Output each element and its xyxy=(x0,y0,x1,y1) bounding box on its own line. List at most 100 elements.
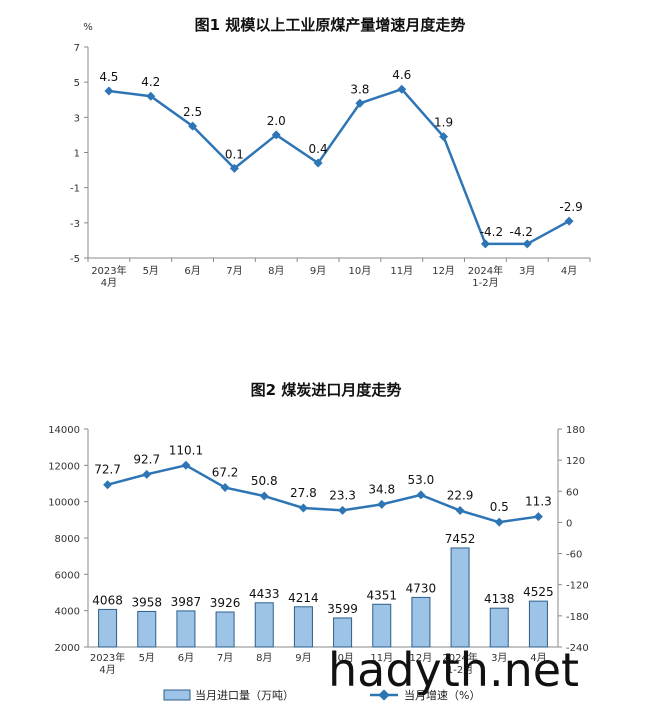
chart2-x-tick-label: 11月 xyxy=(370,652,393,664)
chart2-bar xyxy=(333,617,353,648)
watermark-text: hadyth.net xyxy=(328,643,579,697)
chart1-data-label: 2.0 xyxy=(267,114,286,128)
chart1-y-tick-label: -1 xyxy=(70,184,80,195)
chart2-point xyxy=(455,506,465,516)
chart2-y-tick-label-left: 14000 xyxy=(48,425,80,436)
chart2-bar xyxy=(411,596,431,648)
chart1-point xyxy=(146,91,156,101)
chart2-point xyxy=(338,505,348,515)
chart1-data-label: 1.9 xyxy=(434,116,453,130)
chart2-series-line xyxy=(107,463,539,524)
chart1-y-tick-label: 5 xyxy=(74,78,80,89)
chart2-y-tick-label-left: 2000 xyxy=(55,643,80,654)
chart1-x-tick-label: 6月 xyxy=(184,265,200,277)
chart1-data-label: 2.5 xyxy=(183,105,202,119)
chart2-bar-label: 3926 xyxy=(210,596,241,610)
chart2-y-tick-label-right: -60 xyxy=(566,550,582,561)
chart2-x-tick-label: 7月 xyxy=(217,652,233,664)
chart1-x-tick-label: 7月 xyxy=(226,265,242,277)
chart2-line-label: 22.9 xyxy=(447,489,474,503)
chart2-x-tick-label: 6月 xyxy=(178,652,194,664)
chart1-y-tick-label: 7 xyxy=(74,43,80,54)
chart1-data-label: 0.4 xyxy=(309,142,328,156)
chart2-y-tick-label-right: 120 xyxy=(566,456,585,467)
chart1-point xyxy=(229,163,239,173)
chart2-x-tick-label: 5月 xyxy=(139,652,155,664)
chart2-x-tick-label: 3月 xyxy=(491,652,507,664)
chart2-line-label: 50.8 xyxy=(251,474,278,488)
chart1-x-tick-label: 1-2月 xyxy=(472,277,498,289)
chart1-x-tick-label: 9月 xyxy=(310,265,326,277)
chart1-point xyxy=(313,158,323,168)
chart1-data-label: 4.6 xyxy=(392,68,411,82)
chart1-title: 图1 规模以上工业原煤产量增速月度走势 xyxy=(195,16,466,34)
chart1-y-tick-label: -5 xyxy=(70,254,80,265)
chart1-y-tick-label: -3 xyxy=(70,219,80,230)
chart1-x-tick-label: 10月 xyxy=(349,265,372,277)
chart2-line-label: 27.8 xyxy=(290,486,317,500)
chart2-bar xyxy=(137,610,157,648)
chart2-legend: 当月进口量（万吨） 当月增速（%） xyxy=(163,688,480,702)
chart2-x-tick-label: 10月 xyxy=(331,652,354,664)
chart2-y-tick-label-right: 60 xyxy=(566,487,579,498)
chart2-line-label: 23.3 xyxy=(329,488,356,502)
chart1-x-tick-label: 3月 xyxy=(519,265,535,277)
legend-bar-label: 当月进口量（万吨） xyxy=(195,688,294,702)
chart1-x-tick-label: 8月 xyxy=(268,265,284,277)
chart1-point xyxy=(480,239,490,249)
chart2-line-label: 11.3 xyxy=(525,495,552,509)
chart2-bar-label: 7452 xyxy=(445,532,476,546)
chart2-bar xyxy=(528,600,548,648)
chart2-y-tick-label-right: 180 xyxy=(566,425,585,436)
legend-line-marker xyxy=(378,689,390,701)
chart2-bar-label: 4351 xyxy=(366,588,397,602)
chart2-line-label: 72.7 xyxy=(94,463,121,477)
chart2-point xyxy=(494,517,504,527)
chart2-y-tick-label-left: 10000 xyxy=(48,498,80,509)
chart2-line-label: 92.7 xyxy=(133,452,160,466)
chart2-y-tick-label-right: -240 xyxy=(566,643,589,654)
chart2-line-label: 53.0 xyxy=(408,473,435,487)
chart1-y-tick-label: 1 xyxy=(74,149,80,160)
legend-bar-swatch xyxy=(163,689,191,701)
chart2: 14000 12000 10000 8000 6000 4000 2000 180 120 60 0… xyxy=(48,425,589,676)
chart2-y-tick-label-right: 0 xyxy=(566,518,572,529)
chart2-x-tick-label: 2024年 xyxy=(442,651,477,664)
chart1-x-tick-label: 4月 xyxy=(101,277,117,289)
chart2-y-tick-label-right: -180 xyxy=(566,612,589,623)
chart2-x-tick-label: 1-2月 xyxy=(447,664,473,676)
chart2-bar xyxy=(293,606,313,648)
chart1-point xyxy=(397,84,407,94)
chart2-bar-label: 3987 xyxy=(171,595,202,609)
chart2-bar-label: 4433 xyxy=(249,587,280,601)
chart1-x-tick-label: 11月 xyxy=(390,265,413,277)
chart2-point xyxy=(220,483,230,493)
chart2-point xyxy=(142,469,152,479)
chart1-data-label: -4.2 xyxy=(480,225,503,239)
chart2-y-tick-label-right: -120 xyxy=(566,581,589,592)
chart1-point xyxy=(188,121,198,131)
chart1-data-label: -2.9 xyxy=(559,200,582,214)
chart2-y-tick-label-left: 4000 xyxy=(55,607,80,618)
chart2-line-label: 110.1 xyxy=(169,443,203,457)
chart2-x-tick-label: 4月 xyxy=(99,664,115,676)
chart2-point xyxy=(416,490,426,500)
chart1-point xyxy=(564,216,574,226)
chart1-data-label: 0.1 xyxy=(225,147,244,161)
chart1-point xyxy=(271,130,281,140)
chart2-bar xyxy=(489,607,509,648)
chart1-x-tick-label: 2023年 xyxy=(91,264,126,277)
chart1-data-label: 4.2 xyxy=(141,75,160,89)
chart2-line-label: 34.8 xyxy=(368,482,395,496)
chart2-line-label: 0.5 xyxy=(490,500,509,514)
chart2-bar xyxy=(215,611,235,648)
chart2-bar xyxy=(98,608,118,648)
chart2-bar-label: 4214 xyxy=(288,591,319,605)
chart2-y-tick-label-left: 8000 xyxy=(55,534,80,545)
chart2-bar xyxy=(450,547,470,648)
chart2-point xyxy=(259,491,269,501)
chart2-y-tick-label-left: 12000 xyxy=(48,461,80,472)
chart2-point xyxy=(533,512,543,522)
